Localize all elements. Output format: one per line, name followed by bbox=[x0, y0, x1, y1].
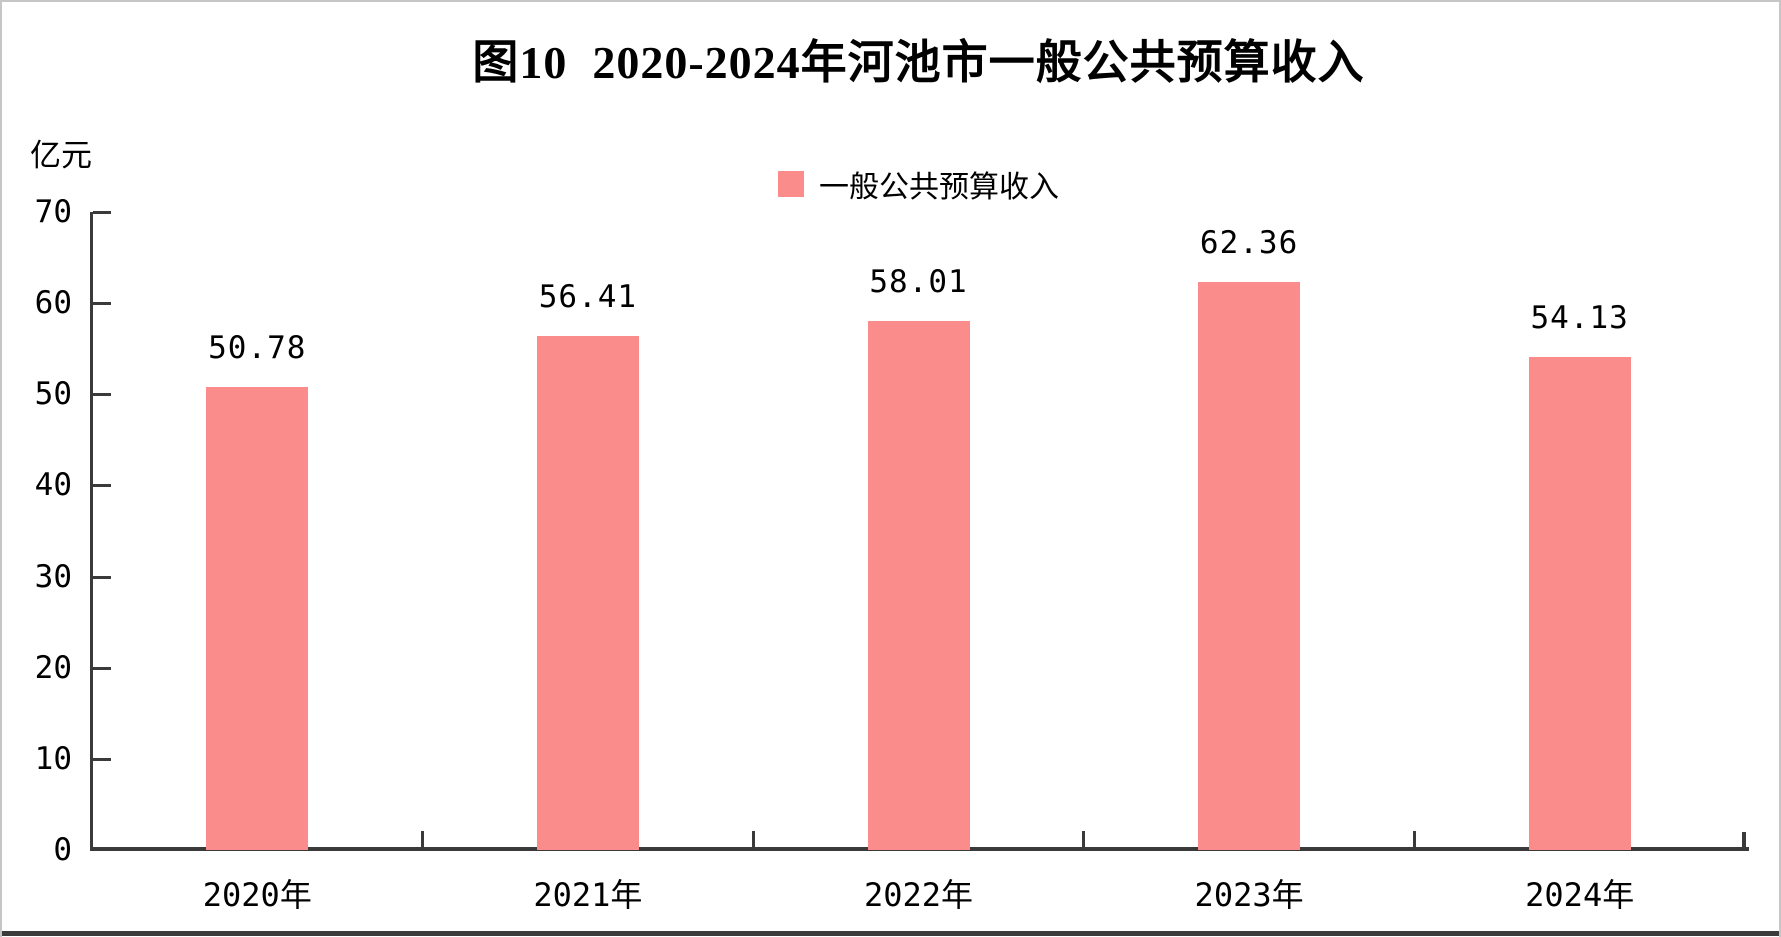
x-category-label: 2022年 bbox=[863, 876, 974, 914]
bar bbox=[1198, 281, 1301, 850]
y-tick-label: 30 bbox=[34, 558, 72, 595]
bar-value-label: 58.01 bbox=[869, 264, 968, 301]
bar-value-label: 56.41 bbox=[538, 278, 638, 315]
legend: 一般公共预算收入 bbox=[92, 162, 1745, 206]
legend-swatch bbox=[778, 171, 804, 197]
chart-title: 图10 2020-2024年河池市一般公共预算收入 bbox=[472, 37, 1365, 88]
x-category-label: 2021年 bbox=[533, 876, 643, 914]
y-axis-tick bbox=[93, 302, 111, 306]
legend-label: 一般公共预算收入 bbox=[819, 170, 1059, 205]
y-axis-tick bbox=[93, 575, 111, 579]
y-axis-tick bbox=[93, 666, 111, 670]
x-axis-tick bbox=[1412, 831, 1416, 847]
y-axis-unit-label: 亿元 bbox=[30, 138, 92, 174]
x-category-label: 2020年 bbox=[202, 876, 312, 914]
x-axis-tick bbox=[1082, 831, 1086, 847]
y-tick-label: 10 bbox=[34, 740, 72, 777]
y-axis-tick bbox=[93, 211, 111, 214]
x-axis-tick bbox=[751, 831, 755, 847]
bar-value-label: 54.13 bbox=[1530, 299, 1629, 336]
y-axis-tick bbox=[93, 484, 111, 488]
y-tick-label: 70 bbox=[34, 194, 72, 230]
bar-value-label: 62.36 bbox=[1199, 224, 1299, 261]
bar bbox=[867, 321, 970, 850]
bar bbox=[536, 335, 639, 850]
y-axis-tick bbox=[93, 757, 111, 761]
x-category-label: 2024年 bbox=[1525, 876, 1635, 914]
y-axis-line bbox=[90, 212, 93, 851]
y-tick-label: 60 bbox=[34, 285, 72, 322]
bar bbox=[1528, 356, 1631, 850]
y-tick-label: 0 bbox=[53, 832, 72, 868]
x-axis-tick bbox=[421, 831, 425, 847]
bar bbox=[206, 387, 309, 850]
x-category-label: 2023年 bbox=[1194, 876, 1304, 914]
y-axis-tick bbox=[93, 393, 111, 397]
y-tick-label: 50 bbox=[34, 376, 72, 413]
y-tick-label: 40 bbox=[34, 467, 72, 504]
y-tick-label: 20 bbox=[34, 649, 72, 686]
axis-end-tick bbox=[1742, 832, 1746, 848]
figure-bottom-rule bbox=[2, 931, 1779, 936]
bar-value-label: 50.78 bbox=[208, 330, 307, 367]
